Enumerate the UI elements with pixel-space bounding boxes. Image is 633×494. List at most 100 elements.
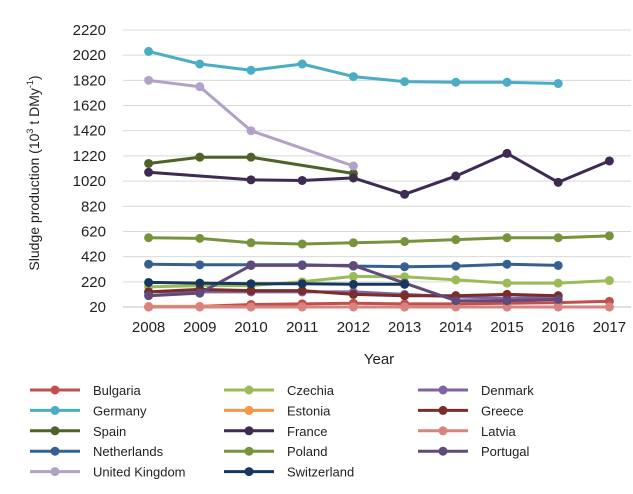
legend-label: Estonia (287, 403, 331, 418)
legend-item: Switzerland (224, 465, 354, 480)
data-point (502, 278, 512, 288)
legend-label: Germany (93, 403, 147, 418)
y-tick-label: 1620 (73, 98, 106, 115)
legend-item: Spain (30, 424, 126, 439)
legend-swatch-marker (438, 426, 448, 436)
data-point (348, 173, 358, 183)
data-point (246, 260, 256, 270)
data-point (144, 291, 154, 301)
legend-swatch-marker (244, 385, 254, 395)
data-point (144, 46, 154, 56)
legend-item: Portugal (418, 444, 530, 459)
legend-label: Bulgaria (93, 383, 141, 398)
data-point (246, 65, 256, 75)
legend-label: Czechia (287, 383, 335, 398)
data-point (502, 77, 512, 87)
data-point (348, 279, 358, 289)
data-point (348, 238, 358, 248)
series-line (148, 274, 610, 289)
data-point (400, 262, 410, 272)
data-point (246, 279, 256, 289)
data-point (144, 167, 154, 177)
legend-swatch-marker (438, 385, 448, 395)
legend-label: Netherlands (93, 444, 164, 459)
legend-swatch-marker (244, 405, 254, 415)
legend-swatch-marker (244, 446, 254, 456)
y-tick-label: 2220 (73, 22, 106, 39)
data-point (348, 302, 358, 312)
data-point (400, 302, 410, 312)
series-switzerland (144, 277, 410, 289)
legend-swatch-marker (438, 446, 448, 456)
data-point (246, 152, 256, 162)
series-poland (144, 231, 614, 249)
legend-swatch-marker (438, 405, 448, 415)
legend-item: United Kingdom (30, 465, 186, 480)
data-point (451, 302, 461, 312)
data-point (451, 77, 461, 87)
legend-item: Germany (30, 403, 147, 418)
data-point (553, 278, 563, 288)
data-point (400, 279, 410, 289)
legend-label: Spain (93, 424, 126, 439)
legend-item: Netherlands (30, 444, 164, 459)
data-point (246, 126, 256, 136)
data-point (502, 289, 512, 299)
legend-swatch-marker (50, 385, 60, 395)
y-tick-label: 1020 (73, 173, 106, 190)
data-point (246, 286, 256, 296)
data-point (246, 175, 256, 185)
series-latvia (144, 302, 614, 312)
data-point (195, 82, 205, 92)
series-line (148, 280, 405, 286)
data-point (195, 233, 205, 243)
legend-swatch-marker (50, 405, 60, 415)
data-point (144, 75, 154, 85)
data-point (144, 277, 154, 287)
data-point (297, 175, 307, 185)
data-point (502, 259, 512, 269)
y-tick-label: 20 (89, 299, 106, 316)
series-france (144, 148, 614, 199)
data-point (246, 238, 256, 248)
data-point (451, 171, 461, 181)
x-tick-label: 2012 (337, 319, 370, 336)
legend-item: Denmark (418, 383, 534, 398)
data-point (297, 302, 307, 312)
data-point (348, 161, 358, 171)
data-point (400, 77, 410, 87)
data-point (604, 276, 614, 286)
data-point (604, 231, 614, 241)
legend-item: Czechia (224, 383, 335, 398)
data-point (297, 239, 307, 249)
data-point (195, 302, 205, 312)
x-tick-label: 2009 (183, 319, 216, 336)
legend-label: France (287, 424, 327, 439)
data-point (451, 261, 461, 271)
x-tick-label: 2017 (593, 319, 626, 336)
x-tick-label: 2016 (542, 319, 575, 336)
data-point (195, 260, 205, 270)
x-tick-label: 2014 (439, 319, 472, 336)
legend-label: Greece (481, 403, 524, 418)
data-point (502, 233, 512, 243)
data-point (553, 233, 563, 243)
x-tick-label: 2008 (132, 319, 165, 336)
legend-item: Poland (224, 444, 327, 459)
y-tick-label: 220 (81, 274, 106, 291)
axes: 20 220 420 620 820 1020 1220 1420 1620 1820 2020 22… (73, 22, 631, 336)
legend: Bulgaria Czechia Denmark Germany Estonia Gree… (30, 383, 534, 480)
data-point (604, 156, 614, 166)
data-point (400, 291, 410, 301)
legend-label: United Kingdom (93, 465, 186, 480)
data-point (297, 286, 307, 296)
data-point (348, 72, 358, 82)
legend-label: Latvia (481, 424, 516, 439)
series-line (148, 234, 610, 246)
data-point (451, 275, 461, 285)
legend-item: Greece (418, 403, 524, 418)
data-point (246, 302, 256, 312)
data-point (553, 302, 563, 312)
